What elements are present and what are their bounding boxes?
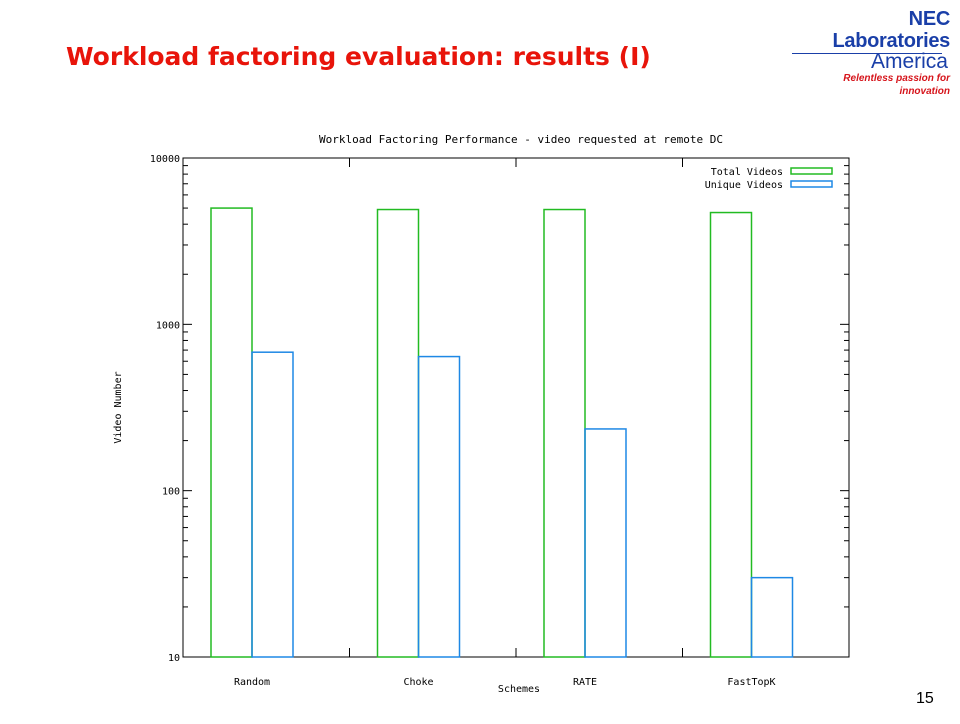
- legend-swatch: [790, 180, 833, 188]
- logo-tagline: Relentless passion for innovation: [843, 73, 950, 97]
- bar-total-videos: [709, 211, 753, 658]
- y-axis-label: Video Number: [113, 371, 124, 443]
- y-tick-label: 100: [162, 487, 180, 498]
- logo-company: NEC Laboratories: [832, 8, 950, 52]
- logo-divider: [792, 53, 942, 54]
- bar-unique-videos: [251, 351, 294, 658]
- y-tick-label: 1000: [156, 320, 180, 331]
- page-number: 15: [916, 690, 934, 707]
- legend-label: Unique Videos: [705, 180, 783, 191]
- logo-region: America: [870, 50, 948, 73]
- bar-unique-videos: [417, 355, 461, 658]
- x-tick-label: FastTopK: [727, 677, 775, 688]
- y-tick-label: 10000: [150, 154, 180, 165]
- nec-logo: NEC Laboratories America Relentless pass…: [790, 8, 950, 98]
- legend-label: Total Videos: [711, 167, 783, 178]
- x-tick-label: Choke: [403, 677, 433, 688]
- bar-total-videos: [210, 207, 253, 658]
- x-axis-label: Schemes: [498, 684, 540, 695]
- legend-swatch: [790, 167, 833, 175]
- y-tick-label: 10: [168, 653, 180, 664]
- x-tick-label: Random: [234, 677, 270, 688]
- bar-total-videos: [543, 208, 586, 658]
- chart-title: Workload Factoring Performance - video r…: [319, 133, 723, 146]
- x-tick-label: RATE: [573, 677, 597, 688]
- bar-total-videos: [376, 208, 420, 658]
- bar-unique-videos: [750, 576, 794, 658]
- plot-frame: [182, 157, 850, 658]
- slide-title: Workload factoring evaluation: results (…: [66, 42, 651, 71]
- bar-unique-videos: [584, 428, 627, 658]
